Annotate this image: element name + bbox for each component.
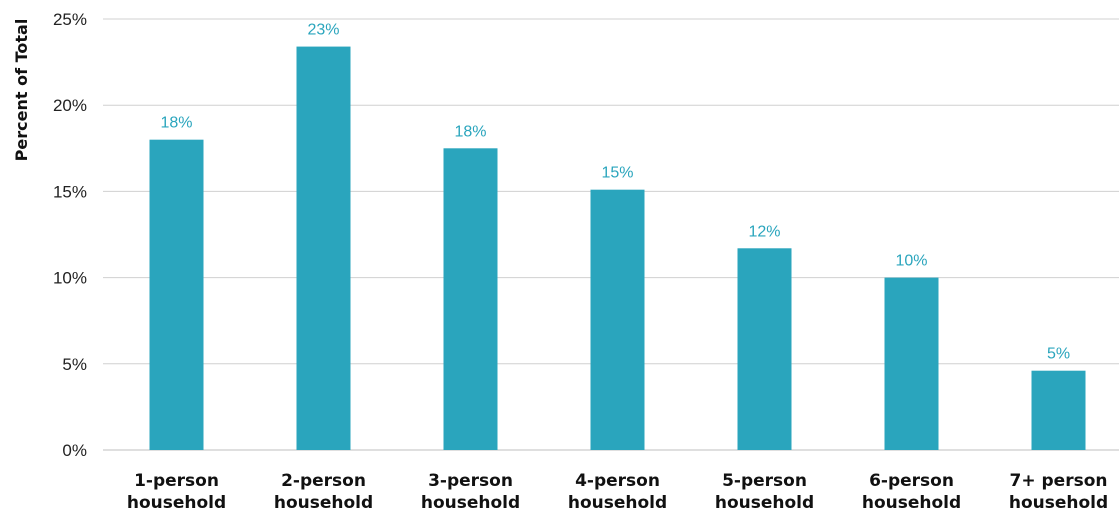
category-label-line: 2-person — [281, 471, 366, 491]
category-label-line: 7+ person — [1010, 471, 1108, 491]
y-axis-tick-labels: 0% 5% 10% 15% 20% 25% — [53, 10, 87, 460]
y-tick-label: 20% — [53, 96, 87, 115]
category-label-line: household — [127, 493, 226, 513]
data-label: 23% — [307, 22, 339, 39]
data-label: 10% — [895, 253, 927, 270]
y-tick-label: 10% — [53, 269, 87, 288]
category-label: 1-person household — [127, 471, 226, 513]
category-label: 3-person household — [421, 471, 520, 513]
category-label-line: household — [421, 493, 520, 513]
category-label-line: 6-person — [869, 471, 954, 491]
category-label-line: 4-person — [575, 471, 660, 491]
category-label: 5-person household — [715, 471, 814, 513]
data-label: 12% — [748, 223, 780, 240]
category-label-line: household — [274, 493, 373, 513]
category-label: 7+ person household — [1009, 471, 1108, 513]
bar — [590, 189, 645, 450]
data-label: 5% — [1047, 346, 1070, 363]
y-tick-label: 0% — [62, 441, 87, 460]
category-label-line: household — [1009, 493, 1108, 513]
category-label-line: 1-person — [134, 471, 219, 491]
category-label-line: household — [715, 493, 814, 513]
data-labels: 18% 23% 18% 15% 12% 10% 5% — [160, 22, 1070, 363]
bar — [296, 46, 351, 451]
category-label: 2-person household — [274, 471, 373, 513]
bar — [149, 139, 204, 450]
category-label-line: 5-person — [722, 471, 807, 491]
bars — [149, 46, 1086, 451]
y-axis-title: Percent of Total — [12, 19, 31, 162]
bar — [443, 148, 498, 451]
y-tick-label: 25% — [53, 10, 87, 29]
bar — [1031, 370, 1086, 450]
category-label-line: household — [862, 493, 961, 513]
data-label: 15% — [601, 165, 633, 182]
bar — [884, 277, 939, 450]
category-label: 4-person household — [568, 471, 667, 513]
category-label-line: 3-person — [428, 471, 513, 491]
data-label: 18% — [454, 123, 486, 140]
y-tick-label: 15% — [53, 182, 87, 201]
y-tick-label: 5% — [62, 355, 87, 374]
category-label-line: household — [568, 493, 667, 513]
category-label: 6-person household — [862, 471, 961, 513]
data-label: 18% — [160, 115, 192, 132]
bar — [737, 248, 792, 450]
